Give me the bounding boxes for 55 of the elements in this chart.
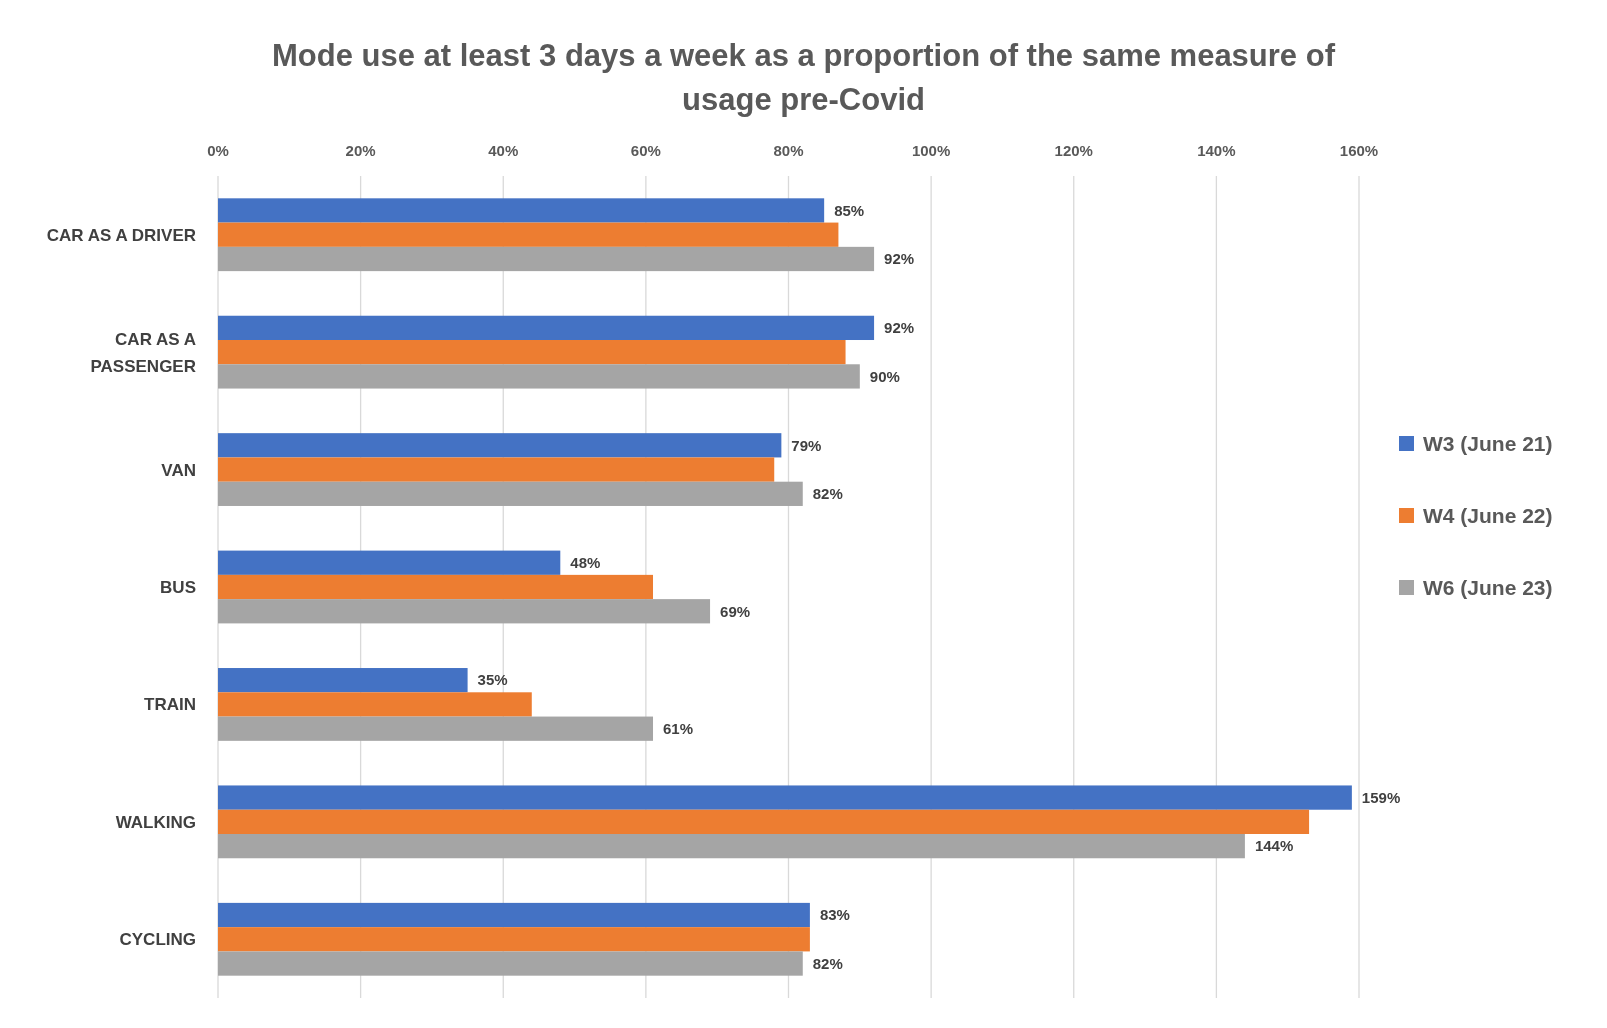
bar <box>218 481 803 506</box>
data-label: 48% <box>570 553 601 571</box>
legend-label: W4 (June 22) <box>1423 504 1553 528</box>
data-label: 69% <box>720 602 751 620</box>
bar <box>218 340 846 365</box>
legend-label: W3 (June 21) <box>1423 432 1553 456</box>
chart-title: Mode use at least 3 days a week as a proportion of the same measure of usage pre-Covid <box>272 38 1336 117</box>
data-label: 92% <box>884 319 915 337</box>
data-label: 82% <box>812 485 843 503</box>
bar <box>218 668 468 693</box>
x-tick-label: 0% <box>207 142 229 159</box>
x-tick-label: 140% <box>1197 142 1236 159</box>
legend-label: W6 (June 23) <box>1423 576 1553 600</box>
data-label: 83% <box>819 906 850 924</box>
x-tick-label: 100% <box>911 142 951 159</box>
x-tick-label: 120% <box>1054 142 1093 159</box>
x-tick-label: 20% <box>345 142 376 159</box>
bar <box>218 833 1245 859</box>
y-tick-label: WALKING <box>115 812 196 832</box>
x-tick-label: 80% <box>773 142 804 159</box>
bar <box>218 315 875 341</box>
bar <box>218 364 860 389</box>
bar <box>218 457 775 482</box>
data-label: 159% <box>1361 788 1401 806</box>
bar <box>218 902 810 928</box>
bar <box>218 809 1310 834</box>
bar <box>218 927 810 952</box>
bar <box>218 433 782 458</box>
bar <box>218 785 1352 810</box>
bar <box>218 246 875 272</box>
data-label: 144% <box>1254 837 1294 855</box>
data-label: 82% <box>812 954 843 972</box>
y-tick-label: CAR AS A DRIVER <box>46 225 196 245</box>
bar <box>218 574 654 600</box>
data-label: 90% <box>869 367 900 385</box>
x-tick-label: 60% <box>630 142 661 159</box>
y-tick-label: BUS <box>160 577 196 597</box>
bar <box>218 198 825 223</box>
data-label: 35% <box>477 671 508 689</box>
data-label: 61% <box>663 719 694 737</box>
x-tick-label: 160% <box>1339 142 1379 159</box>
bar <box>218 550 561 575</box>
bar <box>218 692 532 717</box>
y-tick-label: VAN <box>161 460 196 480</box>
y-tick-label: CAR AS A PASSENGER <box>90 330 196 377</box>
bar <box>218 222 839 247</box>
y-tick-label: TRAIN <box>144 695 196 715</box>
bar <box>218 599 711 624</box>
bar <box>218 716 654 741</box>
x-tick-label: 40% <box>488 142 519 159</box>
bar <box>218 951 803 976</box>
data-label: 79% <box>791 436 822 454</box>
data-label: 85% <box>834 201 865 219</box>
data-label: 92% <box>884 250 915 268</box>
y-tick-label: CYCLING <box>119 930 196 950</box>
